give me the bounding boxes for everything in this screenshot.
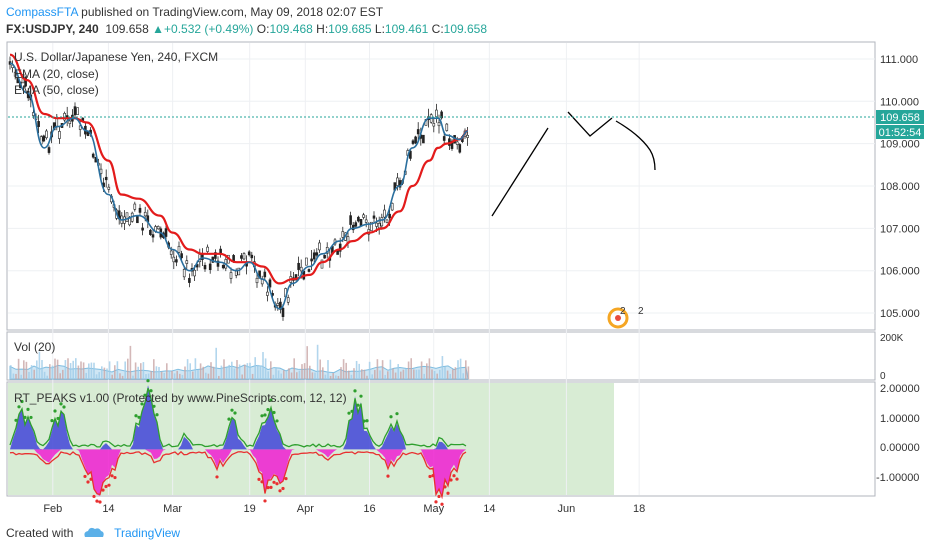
last-price: 109.658 [105,22,149,36]
main-legend-title: U.S. Dollar/Japanese Yen, 240, FXCM [14,50,218,64]
time-tick-7: 14 [483,503,495,515]
ema20-legend: EMA (20, close) [14,67,99,81]
time-tick-2: Mar [163,503,182,515]
ghost-label-2: 2 [638,306,644,317]
high-value: 109.685 [328,22,372,36]
price-tick-1: 110.000 [880,96,919,108]
created-with-text: Created with [6,526,74,540]
price-tick-5: 106.000 [880,266,920,278]
osc-axis-1: 1.00000 [880,413,920,425]
time-tick-0: Feb [43,503,62,515]
time-axis[interactable]: Feb 14 Mar 19 Apr 16 May 14 Jun 18 [43,503,645,515]
time-tick-1: 14 [102,503,114,515]
time-tag: 01:52:54 [879,127,922,139]
time-tick-9: 18 [633,503,645,515]
symbol-label: FX:USDJPY, 240 [6,22,99,36]
oscillator [9,379,468,506]
tradingview-cloud-icon [83,526,105,541]
osc-axis-0: 0.00000 [880,442,920,454]
published-text: published on TradingView.com, May 09, 20… [81,5,384,19]
vol-axis-200k: 200K [880,333,904,344]
price-tick-2: 109.000 [880,139,920,151]
osc-axis-neg1: -1.00000 [876,472,919,484]
osc-axis-2: 2.00000 [880,383,920,395]
header-line-2: FX:USDJPY, 240 109.658 ▲+0.532 (+0.49%) … [6,21,487,37]
footer: Created with TradingView [6,526,180,541]
ema50-legend: EMA (50, close) [14,83,99,97]
time-tick-5: 16 [363,503,375,515]
vol-axis-0: 0 [880,371,886,382]
price-tick-3: 108.000 [880,181,920,193]
low-value: 109.461 [384,22,429,36]
close-value: 109.658 [443,22,488,36]
time-tick-6: May [423,503,444,515]
high-label: H: [316,22,329,36]
trend-line-up [491,127,549,217]
volume-legend: Vol (20) [14,340,55,354]
ema50-line [9,53,469,285]
price-tick-6: 105.000 [880,308,920,320]
open-label: O: [256,22,270,36]
time-tick-3: 19 [244,503,256,515]
price-tick-4: 107.000 [880,223,920,235]
open-value: 109.468 [269,22,313,36]
osc-legend: RT_PEAKS v1.00 (Protected by www.PineScr… [14,391,347,405]
time-tick-4: Apr [297,503,314,515]
time-tag-box [876,125,924,139]
ghost-label-1: 2 [620,306,626,317]
ema20-line [9,62,469,310]
volume-bars [9,344,470,380]
up-arrow-icon: ▲ [152,22,165,36]
low-label: L: [374,22,385,36]
price-tick-0: 111.000 [880,54,918,66]
price-tag-box [876,110,924,124]
pinescripts-logo-icon [607,307,629,329]
author-link[interactable]: CompassFTA [6,5,78,19]
tradingview-brand-link[interactable]: TradingView [114,526,181,540]
change-value: +0.532 (+0.49%) [164,22,254,36]
price-axis[interactable]: 111.000 110.000 109.000 108.000 107.000 106.0… [880,54,920,320]
time-tick-8: Jun [558,503,576,515]
close-label: C: [431,22,444,36]
price-tag: 109.658 [880,112,920,124]
projection-curve [615,120,656,171]
header-line-1: CompassFTA published on TradingView.com,… [6,4,383,20]
trend-line-peak [567,111,613,137]
